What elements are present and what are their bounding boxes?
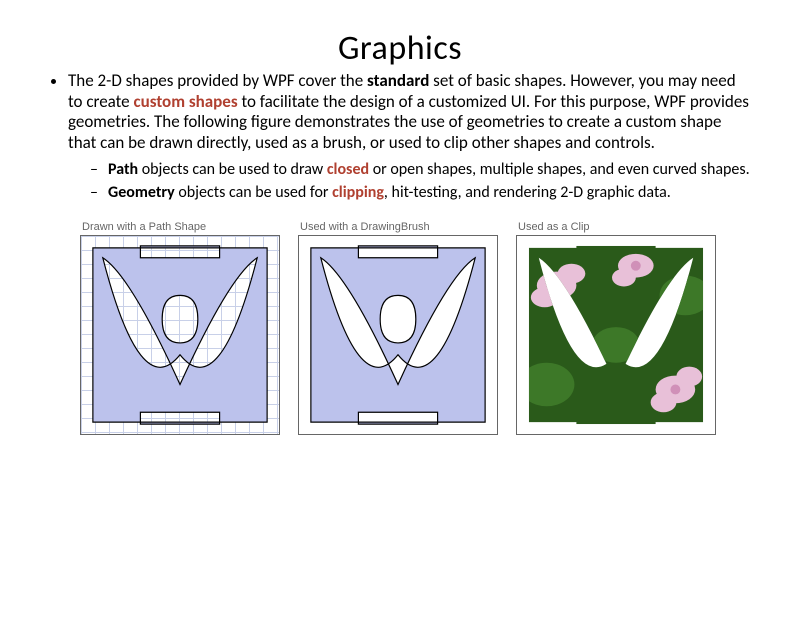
sub-bullet: Path objects can be used to draw closed …	[90, 160, 750, 180]
figure-drawingbrush: Used with a DrawingBrush	[298, 221, 498, 435]
text: The 2-D shapes provided by WPF cover the	[68, 70, 367, 91]
sub-bullet-list: Path objects can be used to draw closed …	[90, 160, 750, 203]
page-title: Graphics	[0, 28, 800, 69]
geometry-clip-icon	[517, 236, 715, 434]
figure-path-shape: Drawn with a Path Shape	[80, 221, 280, 435]
text: or open shapes, multiple shapes, and eve…	[369, 160, 750, 179]
figure-clip: Used as a Clip	[516, 221, 716, 435]
bold-word: Path	[108, 160, 138, 179]
bold-word: standard	[367, 70, 429, 91]
figure-panel	[516, 235, 716, 435]
figure-label: Used as a Clip	[518, 221, 716, 233]
figure-panel	[80, 235, 280, 435]
main-bullet: The 2-D shapes provided by WPF cover the…	[68, 71, 750, 203]
text: objects can be used for	[175, 183, 332, 202]
slide: Graphics The 2-D shapes provided by WPF …	[0, 28, 800, 628]
sub-bullet: Geometry objects can be used for clippin…	[90, 183, 750, 203]
error-word: closed	[327, 160, 369, 179]
geometry-icon	[299, 236, 497, 434]
error-word: clipping	[332, 183, 384, 202]
figure-row: Drawn with a Path Shape Used with a Draw…	[80, 221, 800, 435]
main-bullet-list: The 2-D shapes provided by WPF cover the…	[50, 71, 750, 203]
bold-word: Geometry	[108, 183, 175, 202]
error-word: custom shapes	[134, 91, 238, 112]
geometry-icon	[81, 236, 279, 434]
text: objects can be used to draw	[138, 160, 327, 179]
figure-label: Used with a DrawingBrush	[300, 221, 498, 233]
figure-label: Drawn with a Path Shape	[82, 221, 280, 233]
figure-panel	[298, 235, 498, 435]
geom-path	[93, 246, 267, 424]
text: , hit-testing, and rendering 2-D graphic…	[384, 183, 671, 202]
